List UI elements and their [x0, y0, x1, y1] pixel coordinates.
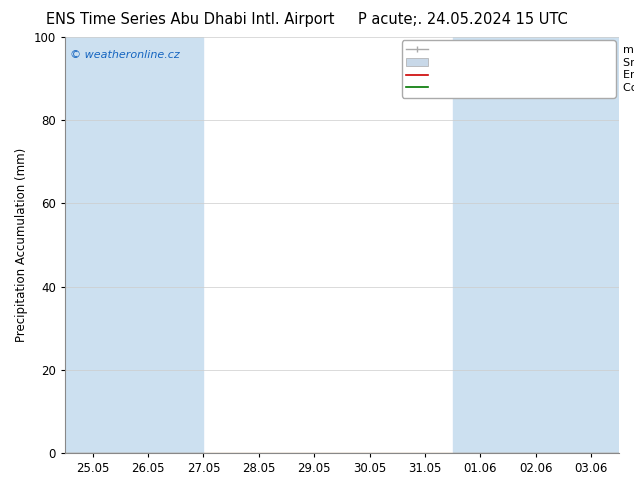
- Text: ENS Time Series Abu Dhabi Intl. Airport: ENS Time Series Abu Dhabi Intl. Airport: [46, 12, 335, 27]
- Y-axis label: Precipitation Accumulation (mm): Precipitation Accumulation (mm): [15, 148, 28, 342]
- Bar: [65, 37, 204, 453]
- Bar: [453, 37, 564, 453]
- Text: © weatheronline.cz: © weatheronline.cz: [70, 49, 180, 60]
- Bar: [564, 37, 619, 453]
- Legend: min/max, Sm  283;rodatn acute; odchylka, Ensemble mean run, Controll run: min/max, Sm 283;rodatn acute; odchylka, …: [401, 41, 616, 98]
- Text: P acute;. 24.05.2024 15 UTC: P acute;. 24.05.2024 15 UTC: [358, 12, 567, 27]
